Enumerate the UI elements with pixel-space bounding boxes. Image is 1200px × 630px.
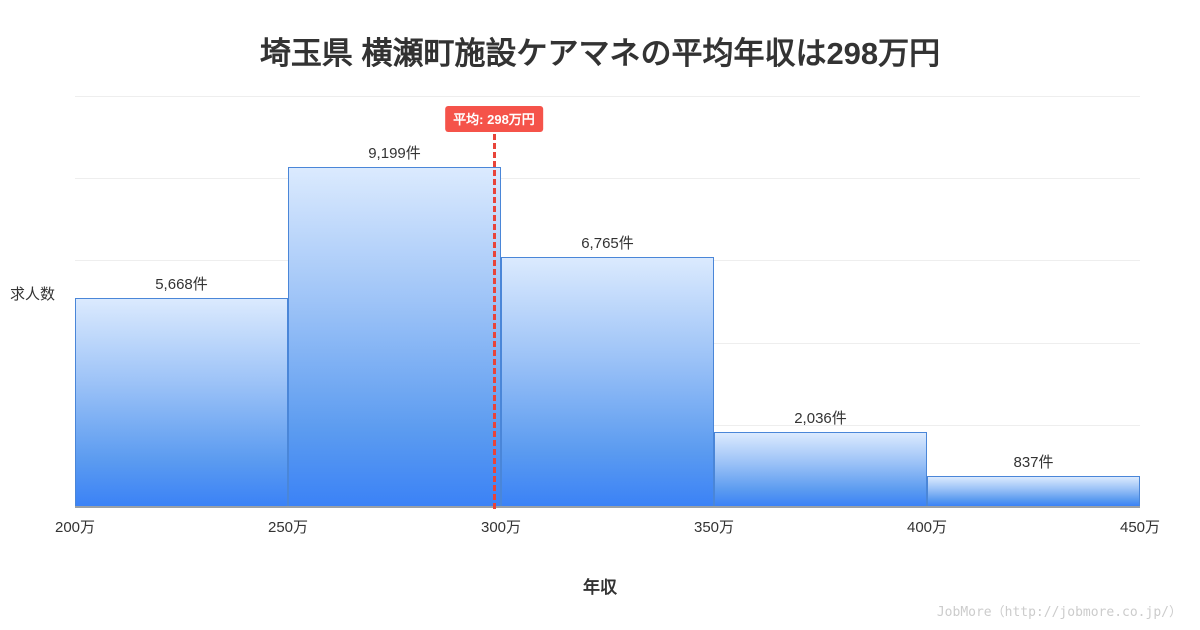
bar[interactable] (501, 257, 714, 507)
x-tick-label: 300万 (480, 519, 522, 536)
bar[interactable] (75, 298, 288, 507)
bar[interactable] (927, 476, 1140, 507)
page-title: 埼玉県 横瀬町施設ケアマネの平均年収は298万円 (259, 36, 941, 71)
average-line (493, 125, 496, 509)
x-axis-line (75, 506, 1140, 508)
x-tick-label: 400万 (906, 519, 948, 536)
bar[interactable] (288, 167, 501, 507)
bar-value-label: 837件 (1013, 454, 1054, 471)
x-tick-label: 350万 (693, 519, 735, 536)
x-tick-label: 200万 (54, 519, 96, 536)
watermark: JobMore（http://jobmore.co.jp/） (936, 605, 1182, 620)
x-axis-label: 年収 (583, 578, 617, 597)
bar[interactable] (714, 432, 927, 507)
average-badge: 平均: 298万円 (445, 106, 543, 132)
x-tick-label: 250万 (267, 519, 309, 536)
x-tick-label: 450万 (1119, 519, 1161, 536)
gridline (75, 96, 1140, 97)
y-axis-label: 求人数 (10, 286, 56, 303)
gridline (75, 178, 1140, 179)
bar-value-label: 6,765件 (581, 235, 634, 252)
bar-value-label: 9,199件 (368, 145, 421, 162)
plot-area: 5,668件 9,199件 6,765件 2,036件 837件 (75, 96, 1140, 508)
bar-value-label: 2,036件 (794, 410, 847, 427)
bar-value-label: 5,668件 (155, 276, 208, 293)
